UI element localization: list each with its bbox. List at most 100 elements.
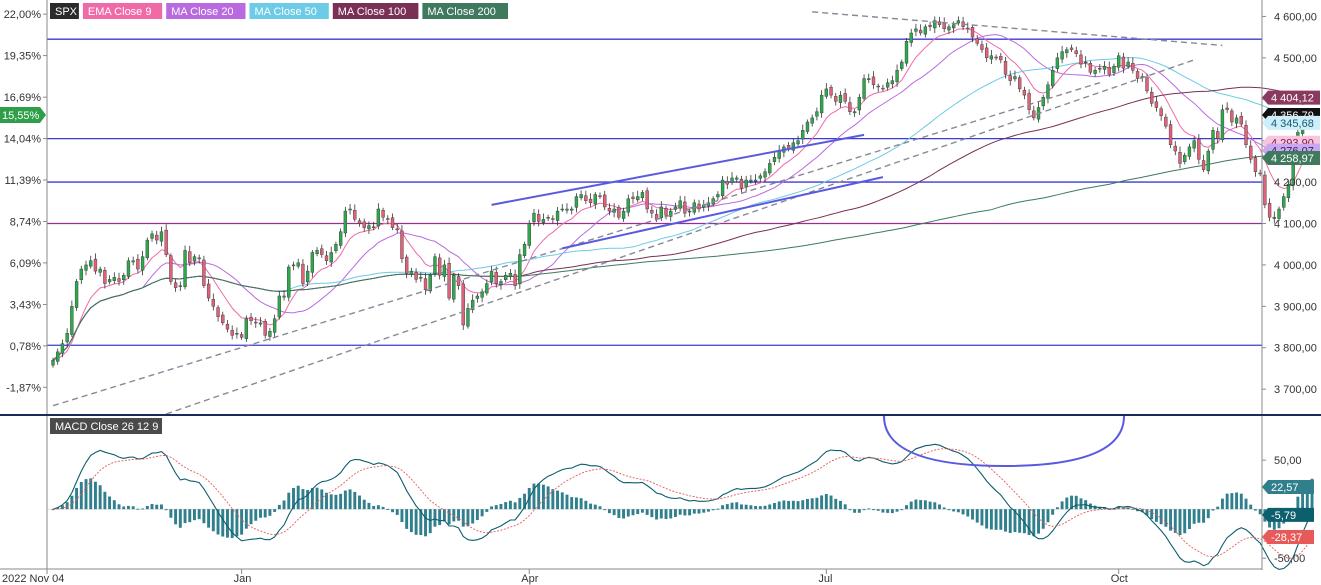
candle [824, 83, 828, 99]
macd-histogram-bar [1301, 487, 1305, 510]
macd-histogram-bar [876, 509, 880, 511]
candle [1164, 113, 1168, 129]
candle-body [452, 275, 456, 300]
macd-histogram-bar [673, 509, 677, 517]
candle [518, 248, 522, 289]
candle [749, 175, 753, 184]
candle [1187, 143, 1192, 160]
macd-signal-line [52, 448, 1313, 559]
candle-body [1249, 145, 1253, 160]
candle [221, 311, 225, 326]
candle-body [206, 283, 211, 299]
macd-histogram-bar [1070, 495, 1073, 510]
candle-body [131, 260, 135, 263]
legend-item[interactable]: MA Close 200 [422, 3, 508, 19]
macd-histogram-bar [636, 509, 640, 515]
macd-histogram-bar [617, 509, 621, 518]
macd-histogram-bar [70, 495, 74, 510]
macd-label-text: MACD Close 26 12 9 [55, 421, 158, 433]
legend-label: MA Close 200 [427, 6, 495, 18]
macd-histogram-bar [1230, 493, 1234, 510]
macd-histogram-bar [188, 509, 192, 523]
candle-body [1216, 131, 1220, 139]
macd-histogram-bar [263, 509, 267, 518]
candle [438, 253, 442, 280]
candle [1239, 112, 1243, 127]
macd-histogram-bar [1164, 509, 1168, 527]
candle [51, 357, 55, 368]
macd-tag: -28,37 [1262, 529, 1314, 544]
candle-body [89, 260, 93, 267]
candle [310, 250, 315, 278]
legend-item[interactable]: MA Close 50 [249, 3, 329, 19]
macd-histogram-bar [895, 509, 899, 512]
candle [338, 228, 343, 249]
candle-body [386, 218, 390, 220]
candle-body [522, 244, 527, 256]
macd-histogram-bar [843, 504, 847, 510]
candle-body [1244, 125, 1248, 146]
left-tick-label: 14,04% [4, 134, 42, 146]
candle-body [1112, 65, 1116, 73]
candle-body [541, 219, 546, 223]
candle-body [980, 44, 984, 50]
macd-histogram-bar [174, 509, 178, 525]
candle [494, 266, 498, 288]
macd-histogram-bar [1037, 509, 1040, 534]
macd-histogram-bar [909, 501, 913, 510]
macd-histogram-bar [1258, 509, 1262, 515]
candle-body [999, 55, 1003, 61]
candle-body [324, 255, 329, 261]
macd-histogram-bar [1206, 509, 1210, 519]
candle [1079, 49, 1083, 69]
macd-histogram-bar [593, 504, 597, 510]
left-tick-label: 11,39% [5, 175, 42, 187]
macd-tag-bg [1262, 507, 1314, 522]
candle [390, 213, 395, 231]
macd-histogram-bar [551, 489, 555, 510]
candle [819, 90, 824, 118]
candle [838, 90, 843, 108]
candle [353, 204, 357, 222]
candle-body [489, 270, 494, 283]
candle-body [239, 334, 244, 338]
candle-body [895, 70, 899, 83]
candle-body [1084, 61, 1088, 64]
ema-9-line [52, 28, 1313, 361]
candle-body [277, 295, 282, 318]
x-tick-label: 2022 Nov 04 [2, 573, 64, 585]
candle [1168, 120, 1173, 149]
candle-body [942, 22, 946, 30]
candle-body [871, 76, 876, 85]
price-tag-label: 4 404,12 [1271, 93, 1314, 105]
legend-item[interactable]: MA Close 100 [332, 3, 419, 19]
macd-histogram-bar [178, 509, 182, 528]
macd-histogram-bar [471, 509, 475, 524]
macd-histogram-bar [938, 504, 941, 510]
candle [400, 225, 404, 263]
candle [56, 348, 60, 365]
macd-histogram-bar [145, 505, 149, 510]
candle-body [617, 207, 621, 218]
legend[interactable]: SPX EMA Close 9 MA Close 20 MA Close 50 MA C… [50, 3, 508, 19]
macd-histogram-bar [1202, 509, 1206, 523]
candle-body [485, 283, 489, 294]
x-tick-label: Jan [234, 573, 252, 585]
left-current-tag-label: 15,55% [2, 110, 40, 122]
candle [763, 168, 767, 183]
legend-item[interactable]: MA Close 20 [166, 3, 246, 19]
candle [140, 250, 145, 276]
macd-histogram-bar [428, 509, 432, 534]
macd-histogram-bar [1051, 509, 1055, 515]
macd-histogram-bar [735, 502, 739, 510]
candle [1112, 63, 1116, 77]
candle-body [343, 210, 348, 234]
legend-item[interactable]: EMA Close 9 [82, 3, 163, 19]
legend-item[interactable]: SPX [50, 3, 79, 19]
right-tick-label: 4 600,00 [1274, 11, 1317, 23]
candle-body [173, 282, 178, 288]
macd-histogram-bar [810, 498, 814, 510]
macd-histogram-bar [768, 504, 772, 510]
macd-histogram-bar [961, 509, 965, 515]
candle-body [843, 93, 847, 102]
